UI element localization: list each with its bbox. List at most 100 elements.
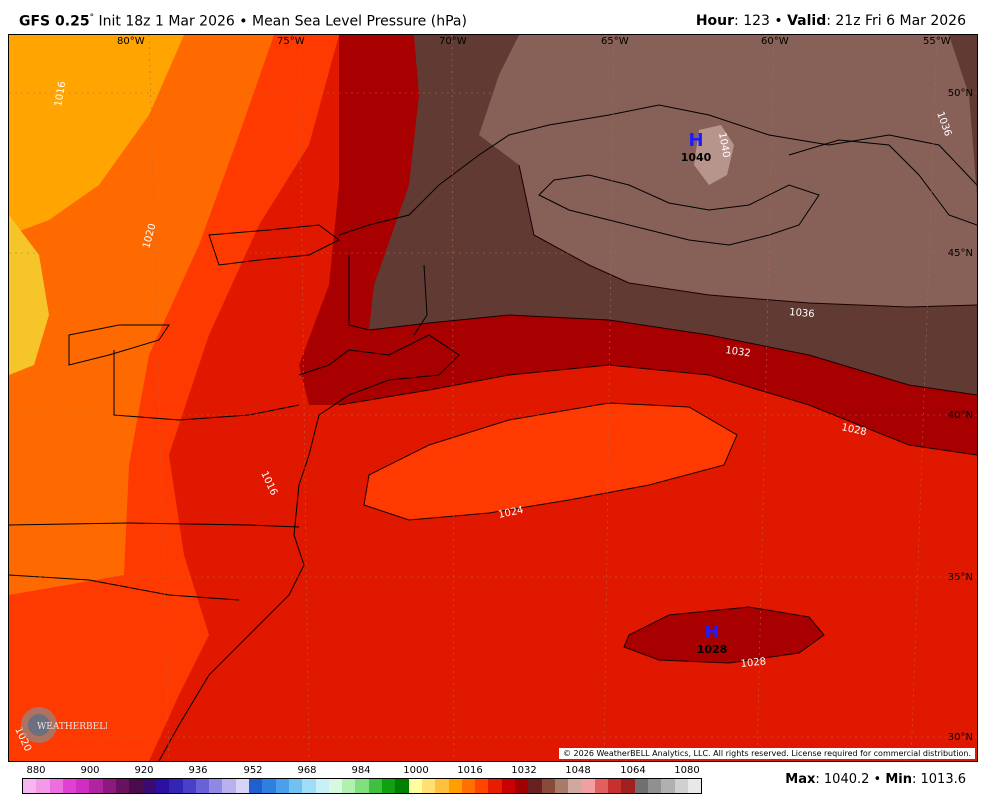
legend-color-swatch: [209, 779, 223, 793]
lat-label: 40°N: [948, 410, 973, 421]
legend-color-swatch: [581, 779, 595, 793]
nova-scotia-pei: [538, 174, 820, 246]
legend-color-swatch: [249, 779, 263, 793]
legend-color-swatch: [408, 779, 422, 793]
newfoundland: [788, 139, 977, 226]
legend-color-swatch: [608, 779, 622, 793]
valid-value: : 21z Fri 6 Mar 2026: [826, 13, 966, 29]
hour-value: : 123: [734, 13, 770, 29]
legend-color-swatch: [89, 779, 103, 793]
separator: •: [774, 13, 783, 29]
header-title: GFS 0.25° Init 18z 1 Mar 2026 • Mean Sea…: [19, 13, 467, 30]
legend-color-swatch: [315, 779, 329, 793]
legend-color-swatch: [448, 779, 462, 793]
legend-color-swatch: [62, 779, 77, 793]
min-label: Min: [885, 772, 912, 787]
lat-label: 35°N: [948, 572, 973, 583]
legend-color-swatch: [49, 779, 63, 793]
st-lawrence-coast: [338, 104, 977, 236]
legend-color-swatch: [621, 779, 635, 793]
legend-color-swatch: [102, 779, 117, 793]
legend-color-swatch: [116, 779, 130, 793]
lon-label: 65°W: [601, 36, 629, 47]
legend-color-swatch: [275, 779, 289, 793]
legend-color-swatch: [169, 779, 183, 793]
logo-text: WEATHERBELL: [37, 722, 107, 732]
legend-color-swatch: [342, 779, 356, 793]
lat-label: 30°N: [948, 732, 973, 743]
legend-tick: 880: [26, 765, 46, 776]
graticule: [9, 35, 977, 761]
isobar-label: 1036: [789, 307, 815, 320]
separator: •: [873, 772, 882, 787]
valid-label: Valid: [787, 13, 827, 29]
legend-color-swatch: [235, 779, 250, 793]
max-label: Max: [785, 772, 816, 787]
legend-color-swatch: [302, 779, 316, 793]
legend-color-swatch: [674, 779, 688, 793]
state-border: [413, 264, 428, 336]
high-center-value: 1028: [697, 643, 728, 656]
pressure-fill-1012: [9, 215, 49, 375]
legend-color-swatch: [195, 779, 210, 793]
legend-tick: 1080: [674, 765, 700, 776]
longitude-labels: 80°W 75°W 70°W 65°W 60°W 55°W: [117, 36, 951, 47]
east-coast: [158, 334, 460, 761]
legend-tick: 936: [188, 765, 208, 776]
legend-tick: 968: [297, 765, 317, 776]
legend-color-swatch: [288, 779, 303, 793]
isobar-label: 1028: [840, 422, 867, 438]
legend-color-swatch: [514, 779, 529, 793]
high-center-value: 1040: [681, 151, 712, 164]
legend-color-swatch: [129, 779, 143, 793]
coastlines: [9, 104, 977, 761]
legend-color-swatch: [142, 779, 156, 793]
legend-tick: 984: [351, 765, 371, 776]
legend-tick-labels: 880 900 920 936 952 968 984 1000 1016 10…: [22, 765, 702, 777]
min-value: : 1013.6: [912, 772, 966, 787]
isobar-1036: [518, 164, 977, 308]
legend-color-swatch: [328, 779, 343, 793]
high-pressure-centers: H 1040 H 1028: [681, 130, 728, 656]
isobar-label: 1040: [716, 132, 731, 159]
pressure-fill-1032-south: [624, 607, 824, 663]
legend-tick: 952: [243, 765, 263, 776]
legend-color-swatch: [488, 779, 502, 793]
legend-color-swatch: [155, 779, 170, 793]
map-header: GFS 0.25° Init 18z 1 Mar 2026 • Mean Sea…: [0, 0, 984, 34]
legend-color-swatch: [435, 779, 449, 793]
latitude-labels: 50°N 45°N 40°N 35°N 30°N: [948, 88, 973, 743]
legend-color-swatch: [501, 779, 515, 793]
legend-color-swatch: [528, 779, 542, 793]
max-min-readout: Max: 1040.2 • Min: 1013.6: [785, 772, 966, 787]
legend-color-swatch: [687, 779, 702, 793]
separator: •: [239, 13, 248, 30]
isobar-label: 1028: [740, 656, 766, 670]
high-center-symbol: H: [688, 130, 703, 151]
isobar-label: 1016: [53, 81, 68, 108]
legend-tick: 1048: [565, 765, 591, 776]
pressure-fill-1024-offshore: [364, 403, 737, 520]
legend-color-swatch: [541, 779, 555, 793]
isobar-lines: [338, 164, 977, 664]
isobar-label: 1024: [497, 505, 524, 521]
pressure-fill-1016: [9, 35, 184, 235]
isobar-1028-south: [623, 606, 825, 664]
lon-label: 70°W: [439, 36, 467, 47]
legend-color-swatch: [554, 779, 569, 793]
legend-tick: 1032: [511, 765, 537, 776]
state-border: [348, 255, 370, 331]
pressure-fill-1040: [479, 35, 977, 307]
legend-color-swatch: [568, 779, 582, 793]
legend-color-swatch: [647, 779, 662, 793]
legend-color-swatch: [634, 779, 648, 793]
lon-label: 55°W: [923, 36, 951, 47]
init-time: Init 18z 1 Mar 2026: [98, 13, 235, 30]
high-center-symbol: H: [704, 622, 719, 643]
legend-color-swatch: [23, 779, 37, 793]
isobar-label: 1032: [725, 345, 752, 359]
field-name: Mean Sea Level Pressure (hPa): [251, 13, 467, 30]
pressure-color-scale: [22, 778, 702, 794]
header-valid: Hour: 123 • Valid: 21z Fri 6 Mar 2026: [696, 13, 966, 29]
legend-color-swatch: [461, 779, 476, 793]
